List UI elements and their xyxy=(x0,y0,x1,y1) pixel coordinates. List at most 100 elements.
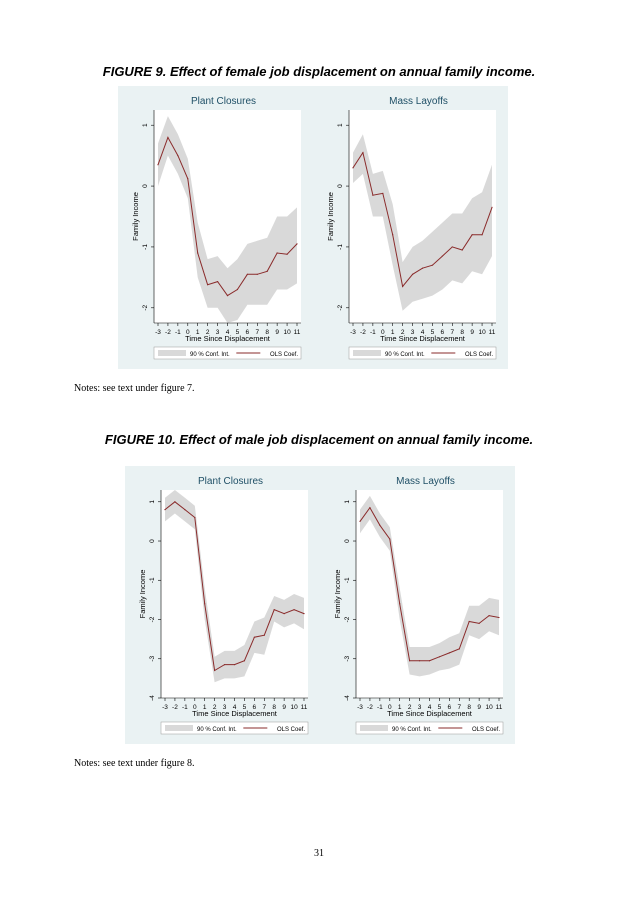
data-point xyxy=(246,273,248,275)
data-point xyxy=(389,538,391,540)
x-tick-label: 4 xyxy=(421,329,425,336)
data-point xyxy=(359,520,361,522)
x-tick-label: 1 xyxy=(391,329,395,336)
x-tick-label: 2 xyxy=(408,704,412,711)
legend-ci-swatch xyxy=(165,725,193,731)
data-point xyxy=(214,669,216,672)
data-point xyxy=(478,622,480,625)
x-tick-label: -3 xyxy=(357,704,363,711)
y-tick-label: -1 xyxy=(149,577,156,583)
data-point xyxy=(233,664,236,666)
data-point xyxy=(491,206,493,208)
x-tick-label: 5 xyxy=(243,704,247,711)
x-tick-label: -3 xyxy=(155,329,161,336)
x-tick-label: 4 xyxy=(428,704,432,711)
x-tick-label: -2 xyxy=(360,329,366,336)
x-axis-label: Time Since Displacement xyxy=(192,709,278,718)
data-point xyxy=(409,660,411,662)
x-tick-label: 0 xyxy=(186,329,190,336)
y-tick-label: -1 xyxy=(142,244,149,250)
legend-ci-label: 90 % Conf. Int. xyxy=(392,727,432,733)
x-axis-label: Time Since Displacement xyxy=(185,334,271,343)
x-tick-label: 2 xyxy=(213,704,217,711)
data-point xyxy=(184,509,186,511)
data-point xyxy=(243,660,246,662)
y-axis-label: Family Income xyxy=(138,570,147,619)
legend-ci-swatch xyxy=(353,350,381,356)
data-point xyxy=(418,660,421,662)
data-point xyxy=(382,192,384,194)
data-point xyxy=(174,501,176,503)
x-tick-label: 8 xyxy=(460,329,464,336)
x-tick-label: 5 xyxy=(431,329,435,336)
x-tick-label: 3 xyxy=(411,329,415,336)
data-point xyxy=(276,252,278,254)
y-tick-label: 0 xyxy=(149,539,156,543)
data-point xyxy=(216,281,219,283)
x-tick-label: 9 xyxy=(275,329,279,336)
x-tick-label: -3 xyxy=(162,704,168,711)
legend-box xyxy=(355,721,504,735)
data-point xyxy=(266,270,268,272)
panel-title: Plant Closures xyxy=(198,476,263,487)
data-point xyxy=(438,656,441,658)
x-tick-label: 0 xyxy=(193,704,197,711)
data-point xyxy=(204,603,206,605)
x-tick-label: 11 xyxy=(301,704,308,711)
y-tick-label: -4 xyxy=(149,695,156,701)
x-tick-label: -2 xyxy=(367,704,373,711)
x-tick-label: 3 xyxy=(418,704,422,711)
x-tick-label: 7 xyxy=(457,704,461,711)
panel-title: Mass Layoffs xyxy=(389,96,448,107)
data-point xyxy=(428,660,431,662)
x-tick-label: -2 xyxy=(165,329,171,336)
data-point xyxy=(441,255,443,257)
x-tick-label: 6 xyxy=(448,704,452,711)
y-tick-label: -2 xyxy=(149,616,156,622)
x-tick-label: 8 xyxy=(467,704,471,711)
x-tick-label: 7 xyxy=(262,704,266,711)
y-axis-label: Family Income xyxy=(131,192,140,241)
data-point xyxy=(256,273,258,275)
data-point xyxy=(236,288,239,291)
x-tick-label: 7 xyxy=(255,329,259,336)
data-point xyxy=(293,609,295,611)
data-point xyxy=(164,509,166,511)
x-tick-label: 3 xyxy=(216,329,220,336)
x-tick-label: 10 xyxy=(290,704,298,711)
y-tick-label: -3 xyxy=(344,655,351,661)
data-point xyxy=(379,524,381,526)
y-tick-label: 0 xyxy=(337,184,344,188)
legend-line-label: OLS Coef. xyxy=(270,352,298,358)
panel-title: Mass Layoffs xyxy=(396,476,455,487)
ci-band xyxy=(165,490,304,683)
x-tick-label: 4 xyxy=(226,329,230,336)
legend-ci-label: 90 % Conf. Int. xyxy=(197,727,237,733)
x-tick-label: 10 xyxy=(485,704,493,711)
x-tick-label: 9 xyxy=(477,704,481,711)
x-tick-label: -3 xyxy=(350,329,356,336)
x-tick-label: 4 xyxy=(233,704,237,711)
figure-9-notes: Notes: see text under figure 7. xyxy=(74,383,195,394)
legend-ci-swatch xyxy=(360,725,388,731)
data-point xyxy=(431,264,434,266)
x-tick-label: 10 xyxy=(478,329,486,336)
data-point xyxy=(223,664,226,666)
x-tick-label: 5 xyxy=(438,704,442,711)
y-tick-label: 0 xyxy=(142,184,149,188)
x-tick-label: 9 xyxy=(282,704,286,711)
figure-9-title: FIGURE 9. Effect of female job displacem… xyxy=(102,64,536,79)
data-point xyxy=(303,613,305,615)
y-tick-label: -4 xyxy=(344,695,351,701)
data-point xyxy=(187,178,189,180)
x-tick-label: -1 xyxy=(175,329,181,336)
legend-line-label: OLS Coef. xyxy=(472,727,500,733)
x-tick-label: 6 xyxy=(441,329,445,336)
x-tick-label: 9 xyxy=(470,329,474,336)
page-number: 31 xyxy=(314,848,324,859)
data-point xyxy=(273,609,275,611)
x-tick-label: 1 xyxy=(203,704,207,711)
x-tick-label: 11 xyxy=(294,329,301,336)
